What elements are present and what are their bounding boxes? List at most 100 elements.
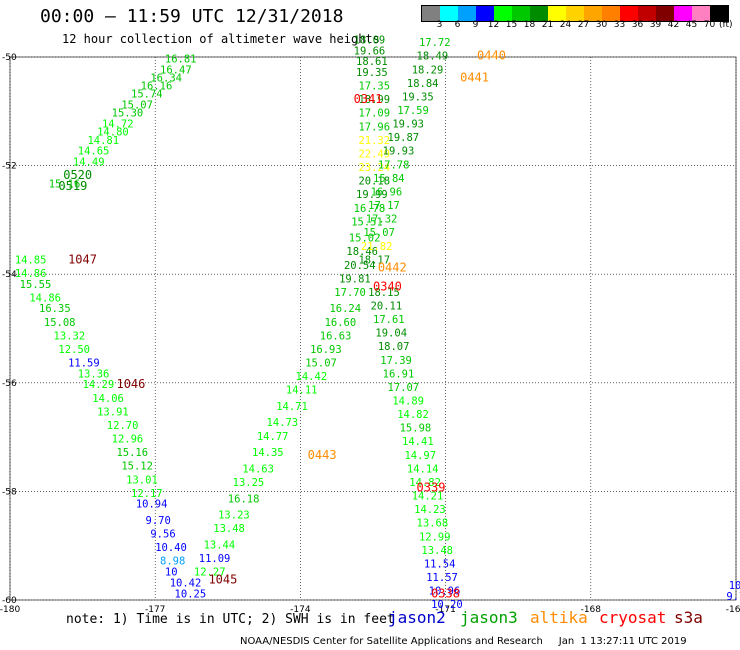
scale-label: 45 xyxy=(685,20,698,30)
swh-label: 13.32 xyxy=(54,330,86,342)
swh-label: 19.35 xyxy=(402,91,434,103)
time-label: 0339 xyxy=(417,480,446,494)
legend-jason2: jason2 xyxy=(388,608,446,627)
swh-label: 14.72 xyxy=(102,119,134,131)
swh-label: 15.98 xyxy=(400,423,432,435)
swh-label: 13.48 xyxy=(421,545,453,557)
swh-label: 20.54 xyxy=(344,260,376,272)
scale-label: 24 xyxy=(559,20,572,30)
scale-swatch xyxy=(548,6,566,21)
swh-label: 14.81 xyxy=(87,135,119,147)
swh-label: 10.40 xyxy=(155,542,187,554)
swh-label: 18.29 xyxy=(412,64,444,76)
swh-label: 14.35 xyxy=(252,447,284,459)
scale-swatch xyxy=(476,6,494,21)
scale-swatch xyxy=(458,6,476,21)
time-label: 0443 xyxy=(308,448,337,462)
swh-label: 20.18 xyxy=(358,176,390,188)
color-scale-unit: (ft) xyxy=(719,20,733,30)
swh-label: 18.61 xyxy=(356,56,388,68)
swh-label: 18.99 xyxy=(358,94,390,106)
swh-label: 17.17 xyxy=(368,200,400,212)
scale-label: 9 xyxy=(472,20,479,30)
y-tick-label: -50 xyxy=(2,53,17,63)
swh-label: 14.41 xyxy=(402,436,434,448)
swh-label: 16.47 xyxy=(160,64,192,76)
scale-swatch xyxy=(692,6,710,21)
swh-label: 19.04 xyxy=(375,328,407,340)
swh-label: 14.82 xyxy=(397,409,429,421)
swh-label: 20.11 xyxy=(371,300,403,312)
swh-label: 14.29 xyxy=(83,379,115,391)
swh-label: 9.56 xyxy=(150,529,175,541)
swh-label: 14.65 xyxy=(78,146,110,158)
swh-label: 13.91 xyxy=(97,406,129,418)
swh-label: 19.99 xyxy=(356,189,388,201)
note-text: note: 1) Time is in UTC; 2) SWH is in fe… xyxy=(66,612,395,627)
swh-label: 14.63 xyxy=(242,463,274,475)
legend-altika: altika xyxy=(530,608,588,627)
swh-label: 14.21 xyxy=(412,491,444,503)
y-tick-label: -56 xyxy=(2,379,17,389)
swh-label: 16.91 xyxy=(383,368,415,380)
swh-label: 16.16 xyxy=(141,81,173,93)
swh-label: 18.17 xyxy=(358,254,390,266)
time-label: 0520 xyxy=(63,168,92,182)
swh-label: 14.06 xyxy=(92,393,124,405)
swh-label: 10.96 xyxy=(429,586,461,598)
x-tick-label: -177 xyxy=(145,605,165,612)
swh-label: 17.78 xyxy=(378,159,410,171)
scale-swatch xyxy=(530,6,548,21)
swh-label: 15.30 xyxy=(112,108,144,120)
swh-label: 14.42 xyxy=(296,371,328,383)
chart-subtitle: 12 hour collection of altimeter wave hei… xyxy=(62,32,380,46)
scale-swatch xyxy=(602,6,620,21)
swh-label: 18.46 xyxy=(346,246,378,258)
time-label: 0442 xyxy=(378,260,407,274)
swh-label: 17.39 xyxy=(380,355,412,367)
swh-label: 14.73 xyxy=(267,417,299,429)
time-label: 0341 xyxy=(354,92,383,106)
swh-label: 15.84 xyxy=(373,173,405,185)
swh-label: 21.32 xyxy=(358,135,390,147)
scale-label: 30 xyxy=(595,20,608,30)
swh-label: 15.07 xyxy=(121,100,153,112)
swh-label: 14.82 xyxy=(409,477,441,489)
swh-label: 14.14 xyxy=(407,463,439,475)
scale-label: 21 xyxy=(541,20,554,30)
swh-label: 13.23 xyxy=(218,510,250,522)
swh-label: 18.07 xyxy=(378,341,410,353)
swh-label: 13.25 xyxy=(233,477,265,489)
swh-label: 16.18 xyxy=(228,493,260,505)
swh-label: 12.27 xyxy=(194,567,226,579)
swh-label: 16.35 xyxy=(39,303,71,315)
swh-label: 16.63 xyxy=(320,330,352,342)
scale-label: 27 xyxy=(577,20,590,30)
scale-label: 33 xyxy=(613,20,626,30)
swh-label: 11.57 xyxy=(426,572,458,584)
swh-label: 18.09 xyxy=(354,34,386,46)
y-tick-label: -52 xyxy=(2,162,17,172)
swh-label: 18.84 xyxy=(407,78,439,90)
scale-label: 18 xyxy=(523,20,536,30)
time-label: 0519 xyxy=(58,179,87,193)
swh-label: 13.48 xyxy=(213,523,245,535)
swh-label: 17.61 xyxy=(373,314,405,326)
scale-swatch xyxy=(656,6,674,21)
swh-label: 17.35 xyxy=(358,81,390,93)
y-tick-label: -60 xyxy=(2,596,17,606)
swh-label: 8.98 xyxy=(160,556,185,568)
x-tick-label: -165 xyxy=(726,605,740,612)
swh-label: 14.11 xyxy=(286,385,318,397)
swh-label: 12.96 xyxy=(112,434,144,446)
swh-label: 17.72 xyxy=(419,37,451,49)
swh-label: 18.15 xyxy=(368,287,400,299)
grid-lines xyxy=(9,56,737,601)
swh-label: 15.74 xyxy=(131,89,163,101)
swh-label: 19.87 xyxy=(388,132,420,144)
swh-label: 15.02 xyxy=(349,233,381,245)
scale-swatch xyxy=(512,6,530,21)
swh-label: 19.66 xyxy=(354,45,386,57)
legend-jason3: jason3 xyxy=(460,608,518,627)
